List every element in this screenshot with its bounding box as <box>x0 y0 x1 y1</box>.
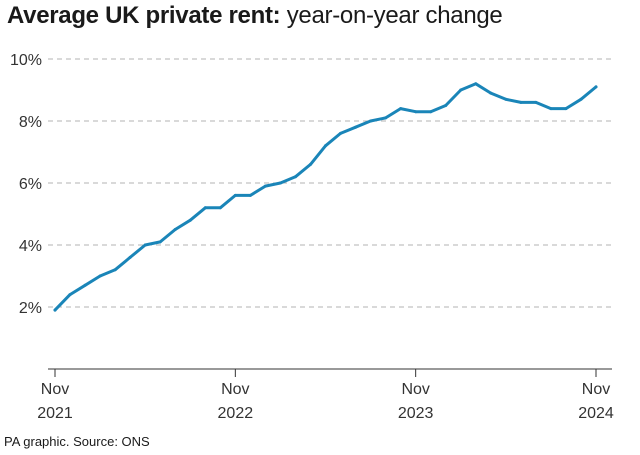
x-tick-label-month: Nov <box>41 381 69 398</box>
data-point <box>113 268 117 272</box>
x-axis-labels: Nov 2021 Nov 2022 Nov 2023 Nov 2024 <box>37 381 614 422</box>
data-point <box>173 228 177 231</box>
chart-title-light: year-on-year change <box>286 2 503 29</box>
data-point <box>68 293 72 297</box>
data-point <box>53 308 57 312</box>
data-point <box>504 97 508 101</box>
data-point <box>399 107 403 111</box>
data-point <box>324 144 327 148</box>
y-tick-label: 4% <box>19 238 42 255</box>
data-point <box>369 119 373 123</box>
x-tick-label-year: 2022 <box>218 405 254 422</box>
data-point <box>354 125 358 129</box>
data-point <box>594 85 598 89</box>
data-point <box>98 274 102 278</box>
data-point <box>519 100 523 104</box>
data-point <box>278 181 282 185</box>
data-point <box>579 97 583 101</box>
data-point <box>564 107 568 111</box>
series <box>53 82 598 312</box>
x-axis <box>48 368 612 377</box>
source-note: PA graphic. Source: ONS <box>4 434 150 449</box>
x-tick-label-year: 2021 <box>37 405 73 422</box>
data-point <box>248 193 252 197</box>
data-point <box>414 110 418 114</box>
chart-title-bold: Average UK private rent: <box>7 2 281 29</box>
data-point <box>444 104 448 107</box>
x-tick-label-month: Nov <box>582 381 610 398</box>
data-point <box>308 162 312 166</box>
x-tick-label-year: 2023 <box>398 405 434 422</box>
y-tick-label: 2% <box>19 300 42 317</box>
series-line <box>53 82 598 312</box>
y-tick-label: 6% <box>19 176 42 193</box>
x-tick-label-month: Nov <box>221 381 249 398</box>
data-point <box>429 110 433 114</box>
data-point <box>158 240 162 244</box>
data-point <box>218 206 222 210</box>
x-tick-label-month: Nov <box>401 381 429 398</box>
data-point <box>128 255 132 259</box>
x-tick-label-year: 2024 <box>578 405 614 422</box>
data-point <box>474 82 478 86</box>
data-point <box>384 116 388 120</box>
gridlines <box>48 58 612 308</box>
data-point <box>83 283 87 287</box>
y-tick-label: 8% <box>19 114 42 131</box>
data-point <box>233 193 237 197</box>
data-point <box>263 184 267 188</box>
y-axis-labels: 2% 4% 6% 8% 10% <box>10 52 42 317</box>
data-point <box>293 175 297 179</box>
data-point <box>188 218 192 222</box>
data-point <box>534 100 538 104</box>
data-point <box>143 243 147 247</box>
chart-title: Average UK private rent: year-on-year ch… <box>7 2 503 30</box>
data-point <box>339 131 343 135</box>
data-point <box>489 91 493 95</box>
data-point <box>203 206 207 210</box>
y-tick-label: 10% <box>10 52 42 69</box>
data-point <box>459 88 463 92</box>
data-point <box>549 107 553 111</box>
